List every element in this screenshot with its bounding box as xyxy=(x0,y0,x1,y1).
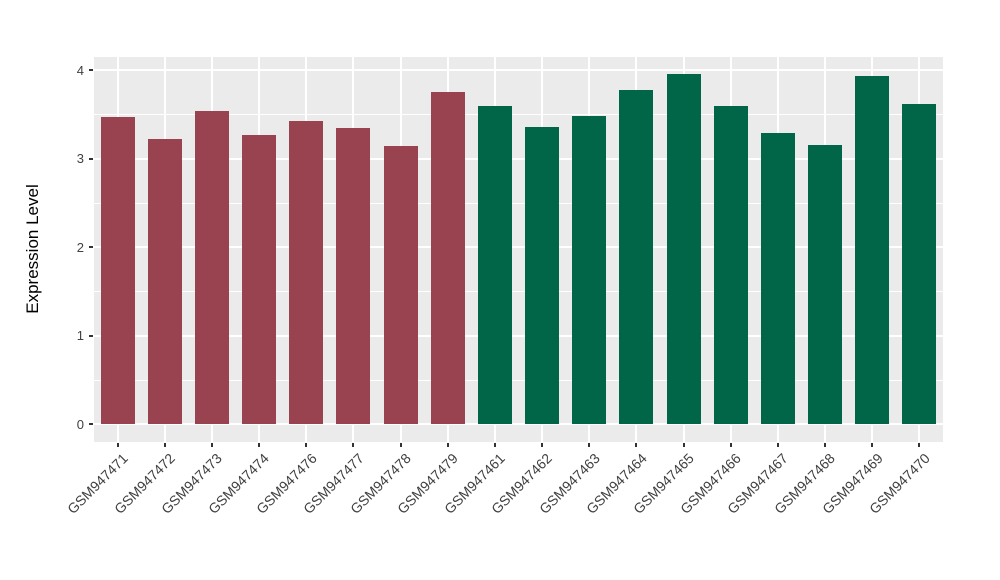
bar-GSM947461 xyxy=(477,105,512,425)
y-tick-mark xyxy=(89,334,93,337)
gridline-major xyxy=(94,334,943,337)
x-tick-mark xyxy=(824,443,827,447)
x-tick-mark xyxy=(163,443,166,447)
x-tick-mark xyxy=(305,443,308,447)
y-tick-label: 1 xyxy=(76,328,84,344)
y-tick-label: 4 xyxy=(76,62,84,78)
gridline-major xyxy=(94,423,943,426)
x-tick-mark xyxy=(729,443,732,447)
bar-GSM947466 xyxy=(713,105,748,425)
y-tick-mark xyxy=(89,423,93,426)
gridline-minor xyxy=(94,291,943,293)
x-tick-mark xyxy=(635,443,638,447)
bar-GSM947470 xyxy=(902,103,937,425)
x-tick-mark xyxy=(258,443,261,447)
y-tick-mark xyxy=(89,157,93,160)
y-tick-label: 2 xyxy=(76,239,84,255)
x-tick-mark xyxy=(776,443,779,447)
y-tick-label: 0 xyxy=(76,416,84,432)
bar-GSM947465 xyxy=(666,73,701,425)
x-tick-mark xyxy=(116,443,119,447)
x-tick-mark xyxy=(682,443,685,447)
x-tick-mark xyxy=(446,443,449,447)
x-tick-mark xyxy=(210,443,213,447)
x-tick-mark xyxy=(352,443,355,447)
bar-GSM947462 xyxy=(525,126,560,425)
x-tick-mark xyxy=(541,443,544,447)
bar-GSM947471 xyxy=(100,117,135,425)
gridline-minor xyxy=(94,379,943,381)
bar-GSM947469 xyxy=(855,76,890,425)
bar-GSM947473 xyxy=(194,110,229,425)
y-axis-title: Expression Level xyxy=(23,184,42,314)
bar-GSM947479 xyxy=(430,91,465,425)
bar-GSM947474 xyxy=(242,134,277,425)
bar-GSM947463 xyxy=(572,116,607,425)
gridline-minor xyxy=(94,114,943,116)
bar-GSM947464 xyxy=(619,89,654,425)
y-tick-label: 3 xyxy=(76,151,84,167)
x-tick-mark xyxy=(588,443,591,447)
y-tick-mark xyxy=(89,69,93,72)
y-tick-mark xyxy=(89,246,93,249)
gridline-major xyxy=(94,69,943,72)
x-tick-mark xyxy=(493,443,496,447)
x-tick-mark xyxy=(871,443,874,447)
gridline-minor xyxy=(94,202,943,204)
bar-GSM947477 xyxy=(336,127,371,425)
bar-GSM947478 xyxy=(383,145,418,425)
bar-GSM947467 xyxy=(760,133,795,425)
bar-GSM947472 xyxy=(147,139,182,425)
bar-GSM947476 xyxy=(289,120,324,425)
x-tick-mark xyxy=(918,443,921,447)
x-tick-mark xyxy=(399,443,402,447)
bar-GSM947468 xyxy=(808,144,843,425)
gridline-major xyxy=(94,157,943,160)
plot-panel xyxy=(94,57,943,442)
gridline-major xyxy=(94,246,943,249)
